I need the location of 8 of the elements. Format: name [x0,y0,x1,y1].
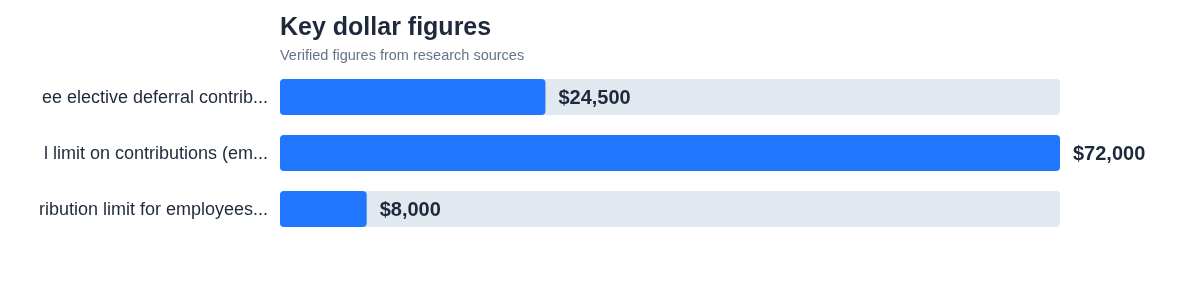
y-tick-label: ribution limit for employees... [38,199,268,220]
data-label: $72,000 [1073,142,1146,164]
y-tick-label: l limit on contributions (em... [43,143,268,164]
data-label: $24,500 [558,86,631,108]
chart-subtitle: Verified figures from research sources [280,47,525,63]
data-label: $8,000 [379,198,441,220]
chart-title: Key dollar figures [280,12,492,41]
y-tick-label: ee elective deferral contrib... [41,87,268,108]
